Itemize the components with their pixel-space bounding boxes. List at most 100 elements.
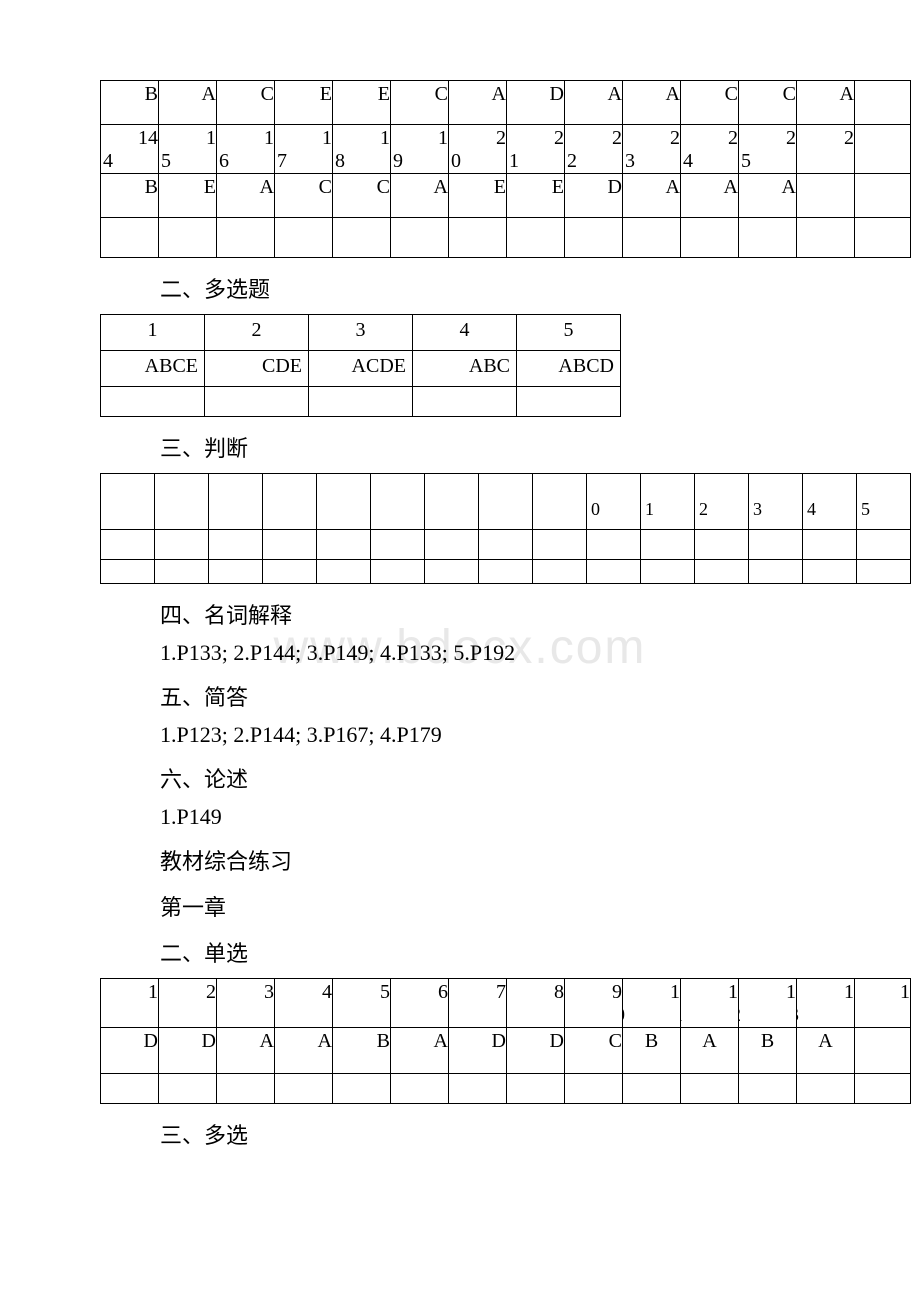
cell-empty [391, 218, 449, 258]
cell-answer: C [681, 81, 739, 125]
cell-answer: E [333, 81, 391, 125]
cell-answer: B [623, 1028, 681, 1074]
cell-empty [263, 530, 317, 560]
cell-number: 4 [803, 474, 857, 530]
cell-answer: C [391, 81, 449, 125]
heading-multi-choice-2: 三、多选 [160, 1118, 820, 1150]
cell-empty [855, 1074, 911, 1104]
cell-empty [797, 1074, 855, 1104]
cell-empty [263, 560, 317, 584]
cell-answer: A [623, 81, 681, 125]
cell-empty [101, 530, 155, 560]
cell-empty [101, 560, 155, 584]
cell-number: 3 [749, 474, 803, 530]
cell-empty [749, 530, 803, 560]
cell-answer: E [449, 174, 507, 218]
table-row [101, 218, 911, 258]
cell-number: 10 [623, 979, 681, 1028]
cell-empty [413, 387, 517, 417]
cell-number: 8 [507, 979, 565, 1028]
cell-empty [855, 174, 911, 218]
cell-number: 7 [449, 979, 507, 1028]
cell-answer: D [507, 81, 565, 125]
cell-number [425, 474, 479, 530]
table-row [101, 1074, 911, 1104]
cell-number: 12 [739, 979, 797, 1028]
cell-answer: A [449, 81, 507, 125]
cell-number: 17 [275, 125, 333, 174]
cell-empty [857, 530, 911, 560]
cell-number: 19 [391, 125, 449, 174]
cell-number: 0 [587, 474, 641, 530]
cell-answer: A [797, 1028, 855, 1074]
cell-number: 5 [857, 474, 911, 530]
cell-empty [681, 218, 739, 258]
cell-number: 2 [695, 474, 749, 530]
cell-empty [855, 125, 911, 174]
cell-empty [855, 81, 911, 125]
cell-number: 18 [333, 125, 391, 174]
cell-empty [517, 387, 621, 417]
cell-number: 20 [449, 125, 507, 174]
cell-number [533, 474, 587, 530]
cell-answer: C [333, 174, 391, 218]
short-answers: 1.P123; 2.P144; 3.P167; 4.P179 [160, 722, 820, 748]
cell-empty [507, 218, 565, 258]
heading-terms: 四、名词解释 [160, 598, 820, 630]
table-row: 1 2 3 4 5 6 7 8 9 10 11 12 13 1 [101, 979, 911, 1028]
cell-empty [641, 560, 695, 584]
cell-empty [749, 560, 803, 584]
cell-empty [855, 1028, 911, 1074]
terms-answers: 1.P133; 2.P144; 3.P149; 4.P133; 5.P192 [160, 640, 820, 666]
cell-answer: A [159, 81, 217, 125]
cell-empty [695, 560, 749, 584]
table-row: B E A C C A E E D A A A [101, 174, 911, 218]
table-row [101, 387, 621, 417]
cell-empty [159, 218, 217, 258]
table-row: 0 1 2 3 4 5 [101, 474, 911, 530]
cell-empty [695, 530, 749, 560]
cell-answer: ABC [413, 351, 517, 387]
cell-answer: ABCD [517, 351, 621, 387]
cell-number: 16 [217, 125, 275, 174]
cell-number: 9 [565, 979, 623, 1028]
table-row [101, 530, 911, 560]
table-single-choice-continued: B A C E E C A D A A C C A 144 15 16 17 1… [100, 80, 911, 258]
cell-empty [641, 530, 695, 560]
heading-single-choice: 二、单选 [160, 936, 820, 968]
heading-chapter-1: 第一章 [160, 890, 820, 922]
cell-answer: A [681, 174, 739, 218]
document-content: B A C E E C A D A A C C A 144 15 16 17 1… [100, 80, 820, 1150]
cell-answer: ABCE [101, 351, 205, 387]
essay-answers: 1.P149 [160, 804, 820, 830]
cell-empty [155, 560, 209, 584]
cell-number [101, 474, 155, 530]
cell-number: 15 [159, 125, 217, 174]
cell-answer: C [739, 81, 797, 125]
cell-number: 11 [681, 979, 739, 1028]
cell-empty [479, 560, 533, 584]
cell-answer: A [739, 174, 797, 218]
cell-number [479, 474, 533, 530]
cell-number [263, 474, 317, 530]
cell-number: 1 [101, 315, 205, 351]
cell-answer: B [101, 174, 159, 218]
cell-empty [623, 1074, 681, 1104]
cell-number: 144 [101, 125, 159, 174]
cell-number: 13 [797, 979, 855, 1028]
cell-number [155, 474, 209, 530]
cell-answer: A [797, 81, 855, 125]
cell-answer: E [275, 81, 333, 125]
cell-empty [565, 218, 623, 258]
cell-answer: E [159, 174, 217, 218]
cell-empty [333, 218, 391, 258]
cell-answer: A [391, 174, 449, 218]
cell-empty [101, 1074, 159, 1104]
cell-number: 22 [565, 125, 623, 174]
cell-empty [449, 218, 507, 258]
cell-number: 2 [159, 979, 217, 1028]
cell-number: 3 [309, 315, 413, 351]
heading-judgment: 三、判断 [160, 431, 820, 463]
cell-empty [623, 218, 681, 258]
cell-number: 1 [641, 474, 695, 530]
